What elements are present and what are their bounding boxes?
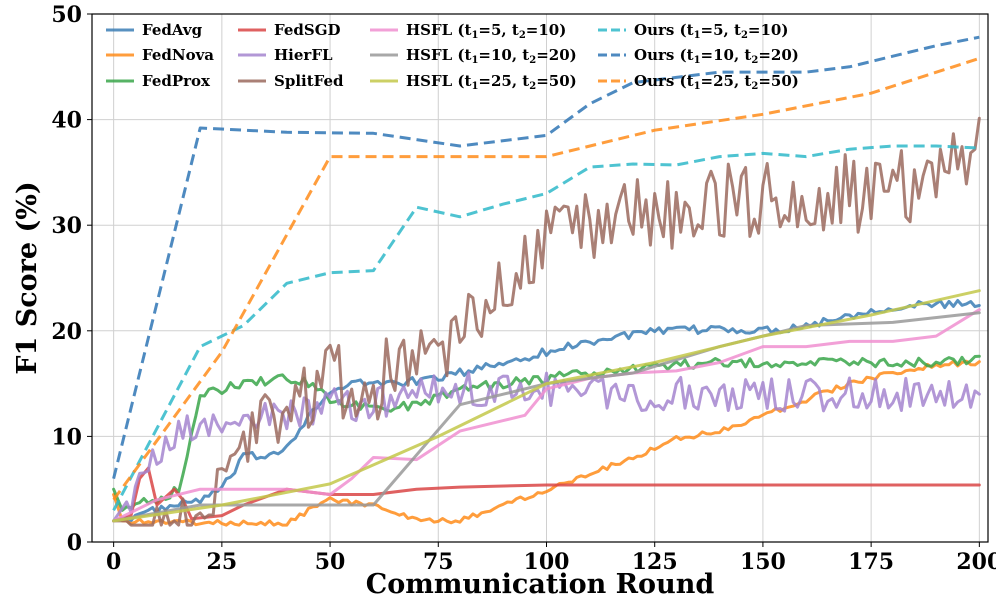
y-tick-label: 50 <box>51 2 82 28</box>
x-tick-label: 50 <box>315 549 346 575</box>
y-axis-label: F1 Score (%) <box>12 181 43 374</box>
y-tick-label: 40 <box>51 108 82 134</box>
legend-label: HSFL (t1=5, t2=10) <box>406 21 566 41</box>
y-tick-label: 20 <box>51 319 82 345</box>
legend-label: Ours (t1=25, t2=50) <box>634 72 799 92</box>
y-tick-label: 0 <box>67 530 82 556</box>
x-tick-label: 25 <box>207 549 238 575</box>
legend-label: SplitFed <box>274 72 344 90</box>
x-tick-label: 0 <box>106 549 121 575</box>
legend-label: FedProx <box>142 72 211 90</box>
x-tick-label: 150 <box>740 549 786 575</box>
legend-label: FedNova <box>142 46 214 64</box>
grid <box>92 14 988 542</box>
f1-score-chart: 0 25 50 75 100 125 150 175 20001020304050 Commun… <box>0 0 996 603</box>
legend-label: FedSGD <box>274 21 341 39</box>
legend-label: HSFL (t1=25, t2=50) <box>406 72 577 92</box>
y-tick-label: 10 <box>51 424 82 450</box>
x-tick-label: 200 <box>956 549 996 575</box>
x-tick-label: 175 <box>848 549 894 575</box>
y-tick-label: 30 <box>51 213 82 239</box>
legend-label: Ours (t1=5, t2=10) <box>634 21 788 41</box>
legend: FedAvg FedNova FedProx FedSGD HierFL SplitFed… <box>106 21 799 92</box>
plot-frame <box>92 14 988 542</box>
x-axis-label: Communication Round <box>366 569 715 600</box>
legend-label: Ours (t1=10, t2=20) <box>634 46 799 66</box>
legend-label: FedAvg <box>142 21 203 39</box>
legend-label: HSFL (t1=10, t2=20) <box>406 46 577 66</box>
legend-label: HierFL <box>274 46 333 64</box>
